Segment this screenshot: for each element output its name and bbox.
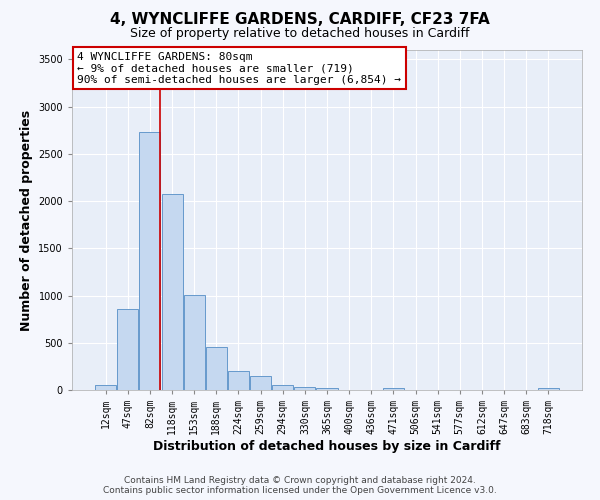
Bar bbox=[95, 385, 116, 390]
Bar bbox=[228, 370, 249, 390]
Bar bbox=[118, 309, 139, 390]
Bar bbox=[184, 294, 205, 390]
Bar bbox=[316, 388, 338, 390]
X-axis label: Distribution of detached houses by size in Cardiff: Distribution of detached houses by size … bbox=[153, 440, 501, 453]
Bar bbox=[538, 388, 559, 390]
Bar bbox=[139, 132, 160, 390]
Bar bbox=[383, 388, 404, 390]
Text: Size of property relative to detached houses in Cardiff: Size of property relative to detached ho… bbox=[130, 28, 470, 40]
Bar bbox=[272, 385, 293, 390]
Bar bbox=[161, 194, 182, 390]
Bar bbox=[206, 346, 227, 390]
Y-axis label: Number of detached properties: Number of detached properties bbox=[20, 110, 32, 330]
Text: Contains HM Land Registry data © Crown copyright and database right 2024.
Contai: Contains HM Land Registry data © Crown c… bbox=[103, 476, 497, 495]
Bar bbox=[295, 387, 316, 390]
Text: 4 WYNCLIFFE GARDENS: 80sqm
← 9% of detached houses are smaller (719)
90% of semi: 4 WYNCLIFFE GARDENS: 80sqm ← 9% of detac… bbox=[77, 52, 401, 85]
Bar bbox=[250, 376, 271, 390]
Text: 4, WYNCLIFFE GARDENS, CARDIFF, CF23 7FA: 4, WYNCLIFFE GARDENS, CARDIFF, CF23 7FA bbox=[110, 12, 490, 28]
